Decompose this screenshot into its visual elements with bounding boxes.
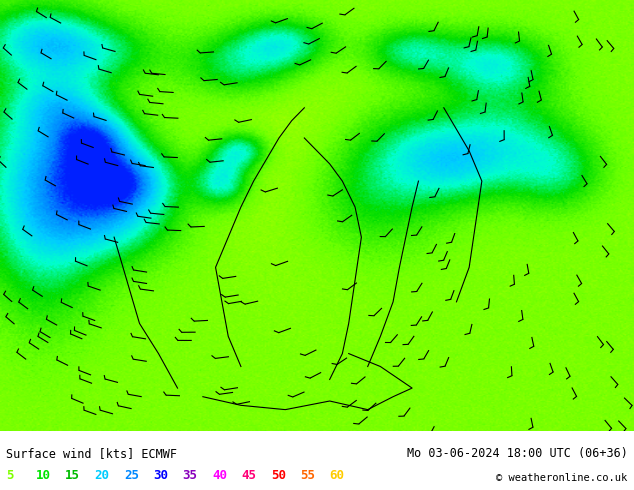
Text: 40: 40 bbox=[212, 469, 227, 482]
Text: Surface wind [kts] ECMWF: Surface wind [kts] ECMWF bbox=[6, 447, 178, 460]
Text: 55: 55 bbox=[301, 469, 315, 482]
Text: 60: 60 bbox=[330, 469, 345, 482]
Text: 10: 10 bbox=[36, 469, 51, 482]
Text: 5: 5 bbox=[6, 469, 14, 482]
Text: 20: 20 bbox=[94, 469, 110, 482]
Text: 45: 45 bbox=[242, 469, 257, 482]
Text: 30: 30 bbox=[153, 469, 168, 482]
Text: © weatheronline.co.uk: © weatheronline.co.uk bbox=[496, 473, 628, 483]
Text: Mo 03-06-2024 18:00 UTC (06+36): Mo 03-06-2024 18:00 UTC (06+36) bbox=[407, 447, 628, 460]
Text: 35: 35 bbox=[183, 469, 198, 482]
Text: 50: 50 bbox=[271, 469, 286, 482]
Text: 15: 15 bbox=[65, 469, 80, 482]
Text: 25: 25 bbox=[124, 469, 139, 482]
